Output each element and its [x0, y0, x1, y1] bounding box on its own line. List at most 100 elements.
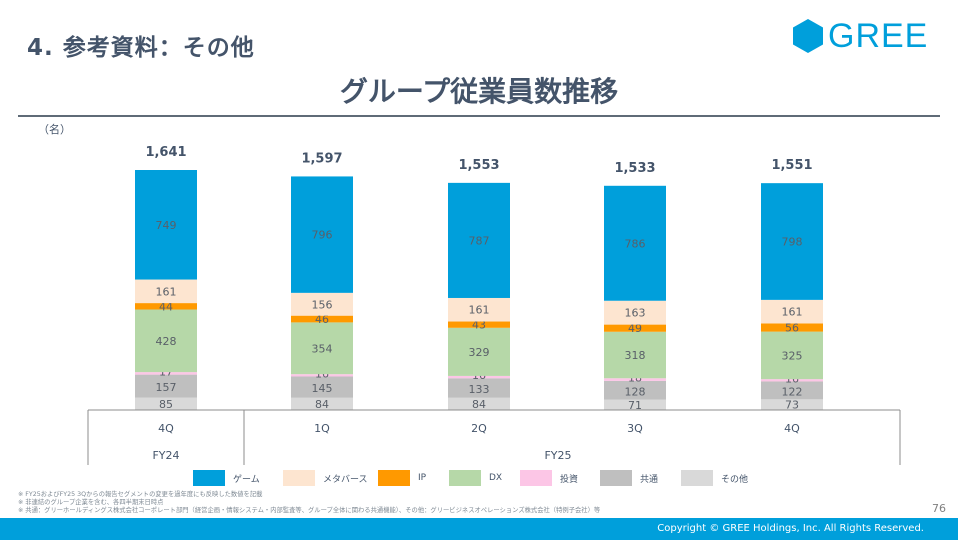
bar-segment-0-4 — [761, 399, 823, 410]
bar-segment-5-1 — [291, 292, 353, 316]
data-label: 128 — [625, 385, 646, 398]
data-label: 84 — [472, 398, 486, 411]
x-tick-label: 4Q — [784, 422, 800, 435]
bar-segment-5-3 — [604, 300, 666, 325]
legend-label: 投資 — [560, 474, 579, 485]
x-tick-label: 3Q — [627, 422, 643, 435]
data-label: 428 — [156, 335, 177, 348]
logo-text: GREE — [828, 17, 929, 55]
bar-segment-4-4 — [761, 323, 823, 332]
data-label: 749 — [156, 219, 177, 232]
data-label: 161 — [156, 285, 177, 298]
legend-swatch — [378, 470, 410, 486]
legend-label: ゲーム — [233, 474, 260, 485]
bar-segment-4-2 — [448, 321, 510, 328]
data-label: 49 — [628, 322, 642, 335]
bar-segment-6-1 — [291, 176, 353, 293]
bar-segment-1-2 — [448, 378, 510, 398]
data-label: 122 — [782, 385, 803, 398]
bar-segment-2-2 — [448, 375, 510, 379]
bar-segment-5-4 — [761, 299, 823, 324]
chart-title: グループ従業員数推移 — [339, 75, 619, 108]
bar-segment-3-4 — [761, 331, 823, 380]
bar-segment-3-0 — [135, 309, 197, 373]
legend-swatch — [600, 470, 632, 486]
bar-segment-0-1 — [291, 397, 353, 410]
bar-segment-2-1 — [291, 374, 353, 377]
total-label: 1,533 — [614, 161, 655, 176]
legend-item: ゲーム — [193, 470, 260, 486]
legend-swatch — [193, 470, 225, 486]
bar-segment-6-4 — [761, 183, 823, 300]
data-label: 73 — [785, 399, 799, 412]
footer-bar: Copyright © GREE Holdings, Inc. All Righ… — [0, 518, 958, 540]
data-label: 56 — [785, 322, 799, 335]
unit-label: （名） — [38, 123, 71, 136]
data-label: 786 — [625, 237, 646, 250]
data-label: 325 — [782, 349, 803, 362]
data-label: 145 — [312, 382, 333, 395]
data-label: 161 — [469, 304, 490, 317]
total-label: 1,641 — [145, 145, 186, 160]
legend-item: 投資 — [520, 470, 578, 486]
data-label: 796 — [312, 229, 333, 242]
gree-logo: GREE — [792, 16, 928, 56]
section-title: 4. 参考資料：その他 — [27, 35, 255, 61]
legend-label: その他 — [721, 474, 749, 485]
data-label: 157 — [156, 381, 177, 394]
legend-label: DX — [489, 473, 503, 483]
bar-segment-3-2 — [448, 327, 510, 376]
x-tick-label: 1Q — [314, 422, 330, 435]
legend-item: DX — [449, 470, 502, 486]
legend-label: IP — [418, 473, 427, 483]
bar-segment-5-0 — [135, 279, 197, 304]
data-label: 44 — [159, 300, 173, 313]
bar-segment-6-2 — [448, 182, 510, 298]
bar-segment-2-4 — [761, 379, 823, 382]
legend-swatch — [449, 470, 481, 486]
copyright-text: Copyright © GREE Holdings, Inc. All Righ… — [657, 523, 924, 534]
data-label: 133 — [469, 383, 490, 396]
legend-swatch — [520, 470, 552, 486]
data-label: 161 — [782, 306, 803, 319]
bar-segment-6-3 — [604, 185, 666, 301]
page-number: 76 — [932, 502, 946, 515]
bar-segment-4-3 — [604, 324, 666, 332]
x-tick-label: 2Q — [471, 422, 487, 435]
total-label: 1,597 — [301, 151, 342, 166]
data-label: 43 — [472, 319, 486, 332]
footnotes: ※ FY25およびFY25 3Qからの報告セグメントの変更を過年度にも反映した数… — [18, 491, 600, 515]
stacked-bar-chart: 8515717428441617491,64184145163544615679… — [87, 145, 901, 465]
legend-label: メタバース — [323, 474, 368, 485]
data-label: 85 — [159, 398, 173, 411]
bar-segment-1-0 — [135, 374, 197, 398]
data-label: 787 — [469, 234, 490, 247]
footnote: ※ 共通：グリーホールディングス株式会社コーポレート部門（経営企画・情報システム… — [18, 507, 601, 514]
bar-segment-0-2 — [448, 397, 510, 410]
bar-segment-1-1 — [291, 376, 353, 398]
data-label: 156 — [312, 298, 333, 311]
legend-swatch — [681, 470, 713, 486]
hexagon-logo-shape — [793, 19, 823, 53]
bar-segment-2-0 — [135, 372, 197, 375]
fiscal-year-label: FY24 — [152, 449, 179, 462]
bar-segment-0-0 — [135, 397, 197, 410]
bar-segment-5-2 — [448, 297, 510, 322]
data-label: 318 — [625, 349, 646, 362]
fiscal-year-label: FY25 — [544, 449, 571, 462]
hexagon-logo-icon — [793, 19, 823, 53]
bar-segment-4-1 — [291, 315, 353, 323]
title-divider — [18, 115, 940, 117]
data-label: 329 — [469, 346, 490, 359]
bar-segment-0-3 — [604, 399, 666, 410]
data-label: 84 — [315, 398, 329, 411]
legend-item: 共通 — [600, 470, 658, 486]
data-label: 798 — [782, 236, 803, 249]
bar-segment-1-4 — [761, 381, 823, 400]
footnote: ※ FY25およびFY25 3Qからの報告セグメントの変更を過年度にも反映した数… — [18, 491, 263, 498]
data-label: 163 — [625, 307, 646, 320]
chart-legend: ゲーム メタバース IP DX 投資 共通 その他 — [0, 470, 958, 486]
legend-swatch — [283, 470, 315, 486]
bar-segment-4-0 — [135, 303, 197, 310]
x-tick-label: 4Q — [158, 422, 174, 435]
